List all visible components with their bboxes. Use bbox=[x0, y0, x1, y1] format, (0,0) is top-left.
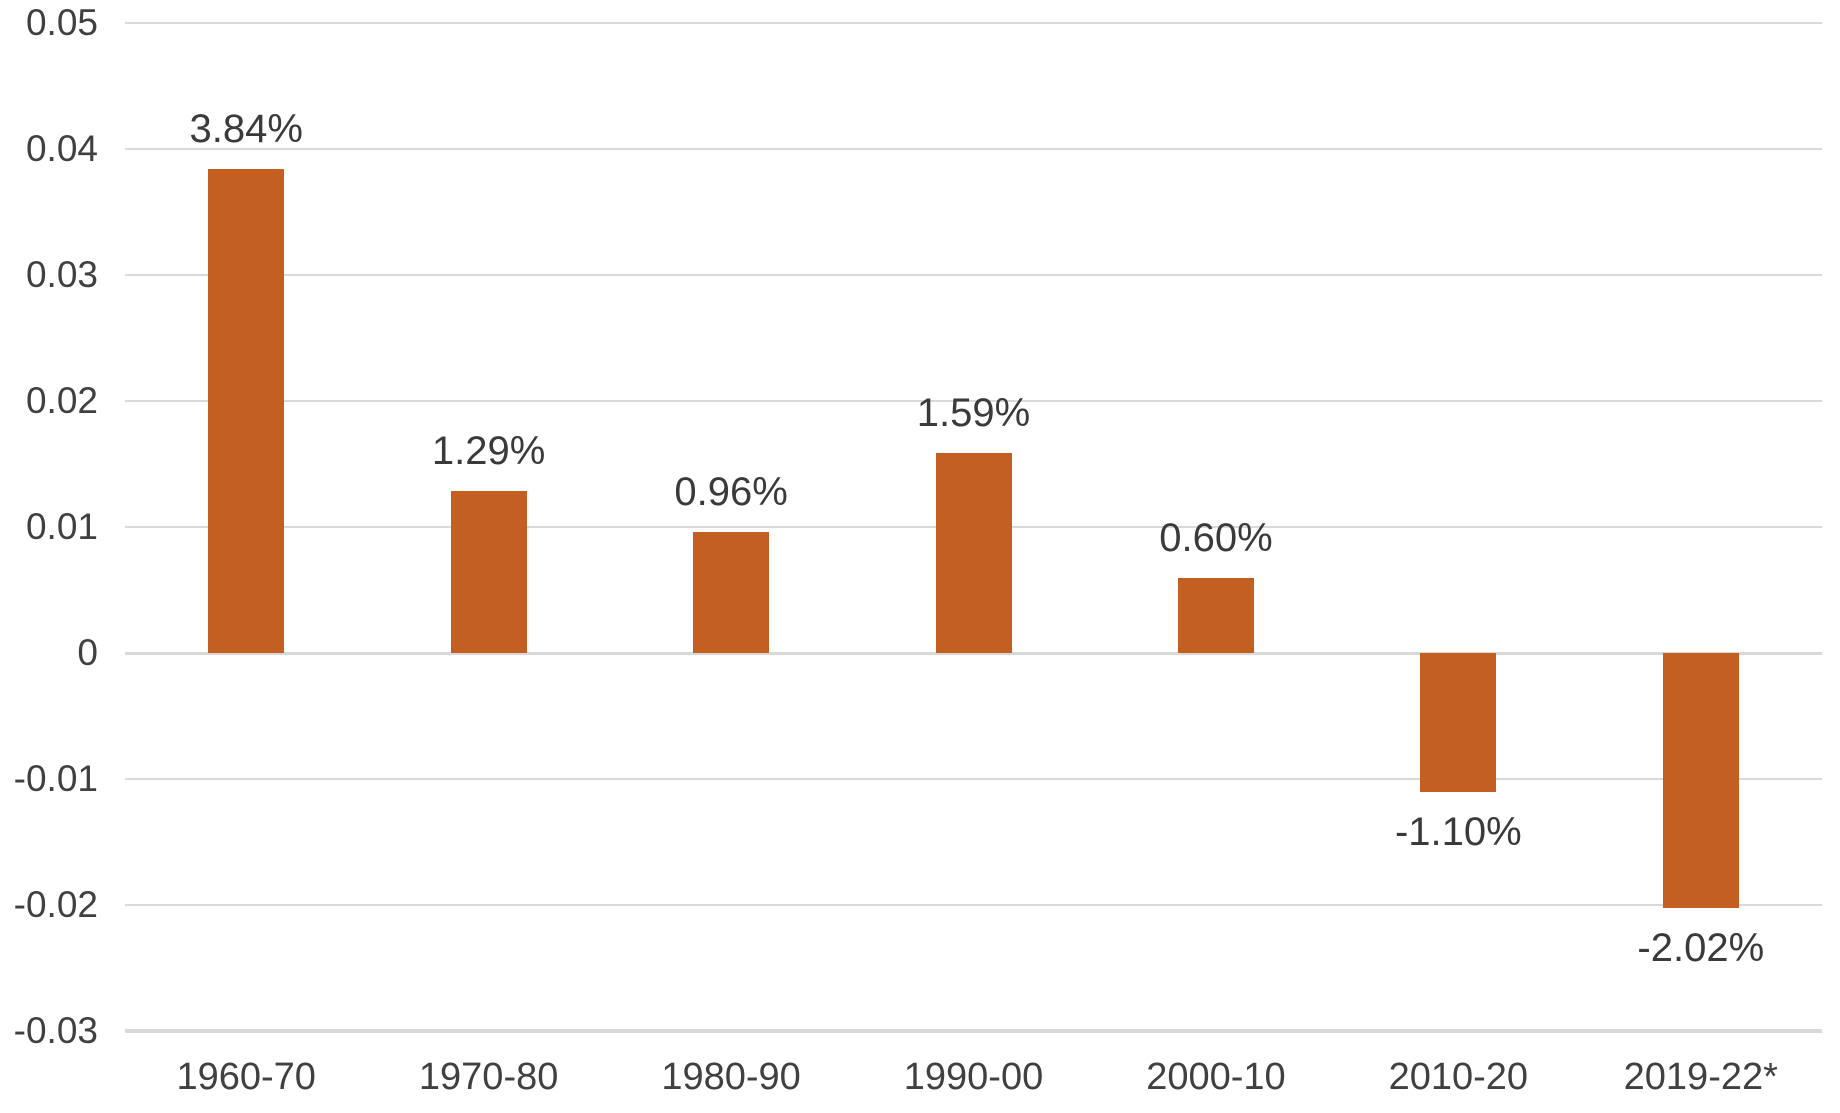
x-axis-category-label: 1980-90 bbox=[661, 1056, 801, 1098]
y-axis-tick-label: -0.03 bbox=[13, 1010, 98, 1052]
bar-value-label: 0.96% bbox=[674, 470, 788, 515]
x-axis-category-label: 2010-20 bbox=[1388, 1056, 1529, 1098]
x-axis-category-label: 2019-22* bbox=[1623, 1056, 1778, 1098]
bar-value-label: 0.60% bbox=[1159, 515, 1273, 560]
y-axis-tick-label: 0.01 bbox=[25, 506, 98, 548]
bar-value-label: 3.84% bbox=[189, 107, 303, 152]
bar-2010-20 bbox=[1420, 653, 1497, 792]
bar-value-label: -1.10% bbox=[1394, 809, 1522, 854]
x-axis-category-label: 1970-80 bbox=[418, 1056, 559, 1098]
gridline bbox=[125, 904, 1822, 907]
y-axis-tick-label: 0.03 bbox=[25, 254, 98, 296]
bar-1990-00 bbox=[935, 452, 1012, 654]
y-axis-tick-label: 0.04 bbox=[25, 128, 98, 170]
gridline bbox=[125, 22, 1822, 24]
bar-1960-70 bbox=[208, 169, 285, 654]
x-axis-category-label: 1960-70 bbox=[176, 1056, 316, 1098]
x-axis-category-label: 1990-00 bbox=[903, 1056, 1044, 1098]
gridline bbox=[125, 148, 1822, 151]
x-axis-category-label: 2000-10 bbox=[1146, 1056, 1286, 1098]
bar-2019-22- bbox=[1662, 653, 1739, 908]
y-axis-tick-label: 0.02 bbox=[25, 380, 98, 422]
gridline bbox=[125, 274, 1822, 277]
bar-1980-90 bbox=[693, 532, 770, 654]
bar-1970-80 bbox=[450, 490, 527, 654]
y-axis-tick-label: 0 bbox=[77, 632, 98, 674]
zero-gridline bbox=[125, 651, 1822, 655]
y-axis-tick-label: 0.05 bbox=[25, 2, 98, 43]
gridline bbox=[125, 400, 1822, 403]
bar-value-label: 1.59% bbox=[916, 390, 1031, 435]
bar-value-label: -2.02% bbox=[1637, 925, 1765, 970]
bar-value-label: 1.29% bbox=[431, 428, 546, 473]
bar-2000-10 bbox=[1177, 577, 1254, 654]
x-axis-line bbox=[125, 1029, 1822, 1034]
y-axis-tick-label: -0.02 bbox=[13, 884, 98, 926]
y-axis-tick-label: -0.01 bbox=[13, 758, 98, 800]
gridline bbox=[125, 778, 1822, 781]
